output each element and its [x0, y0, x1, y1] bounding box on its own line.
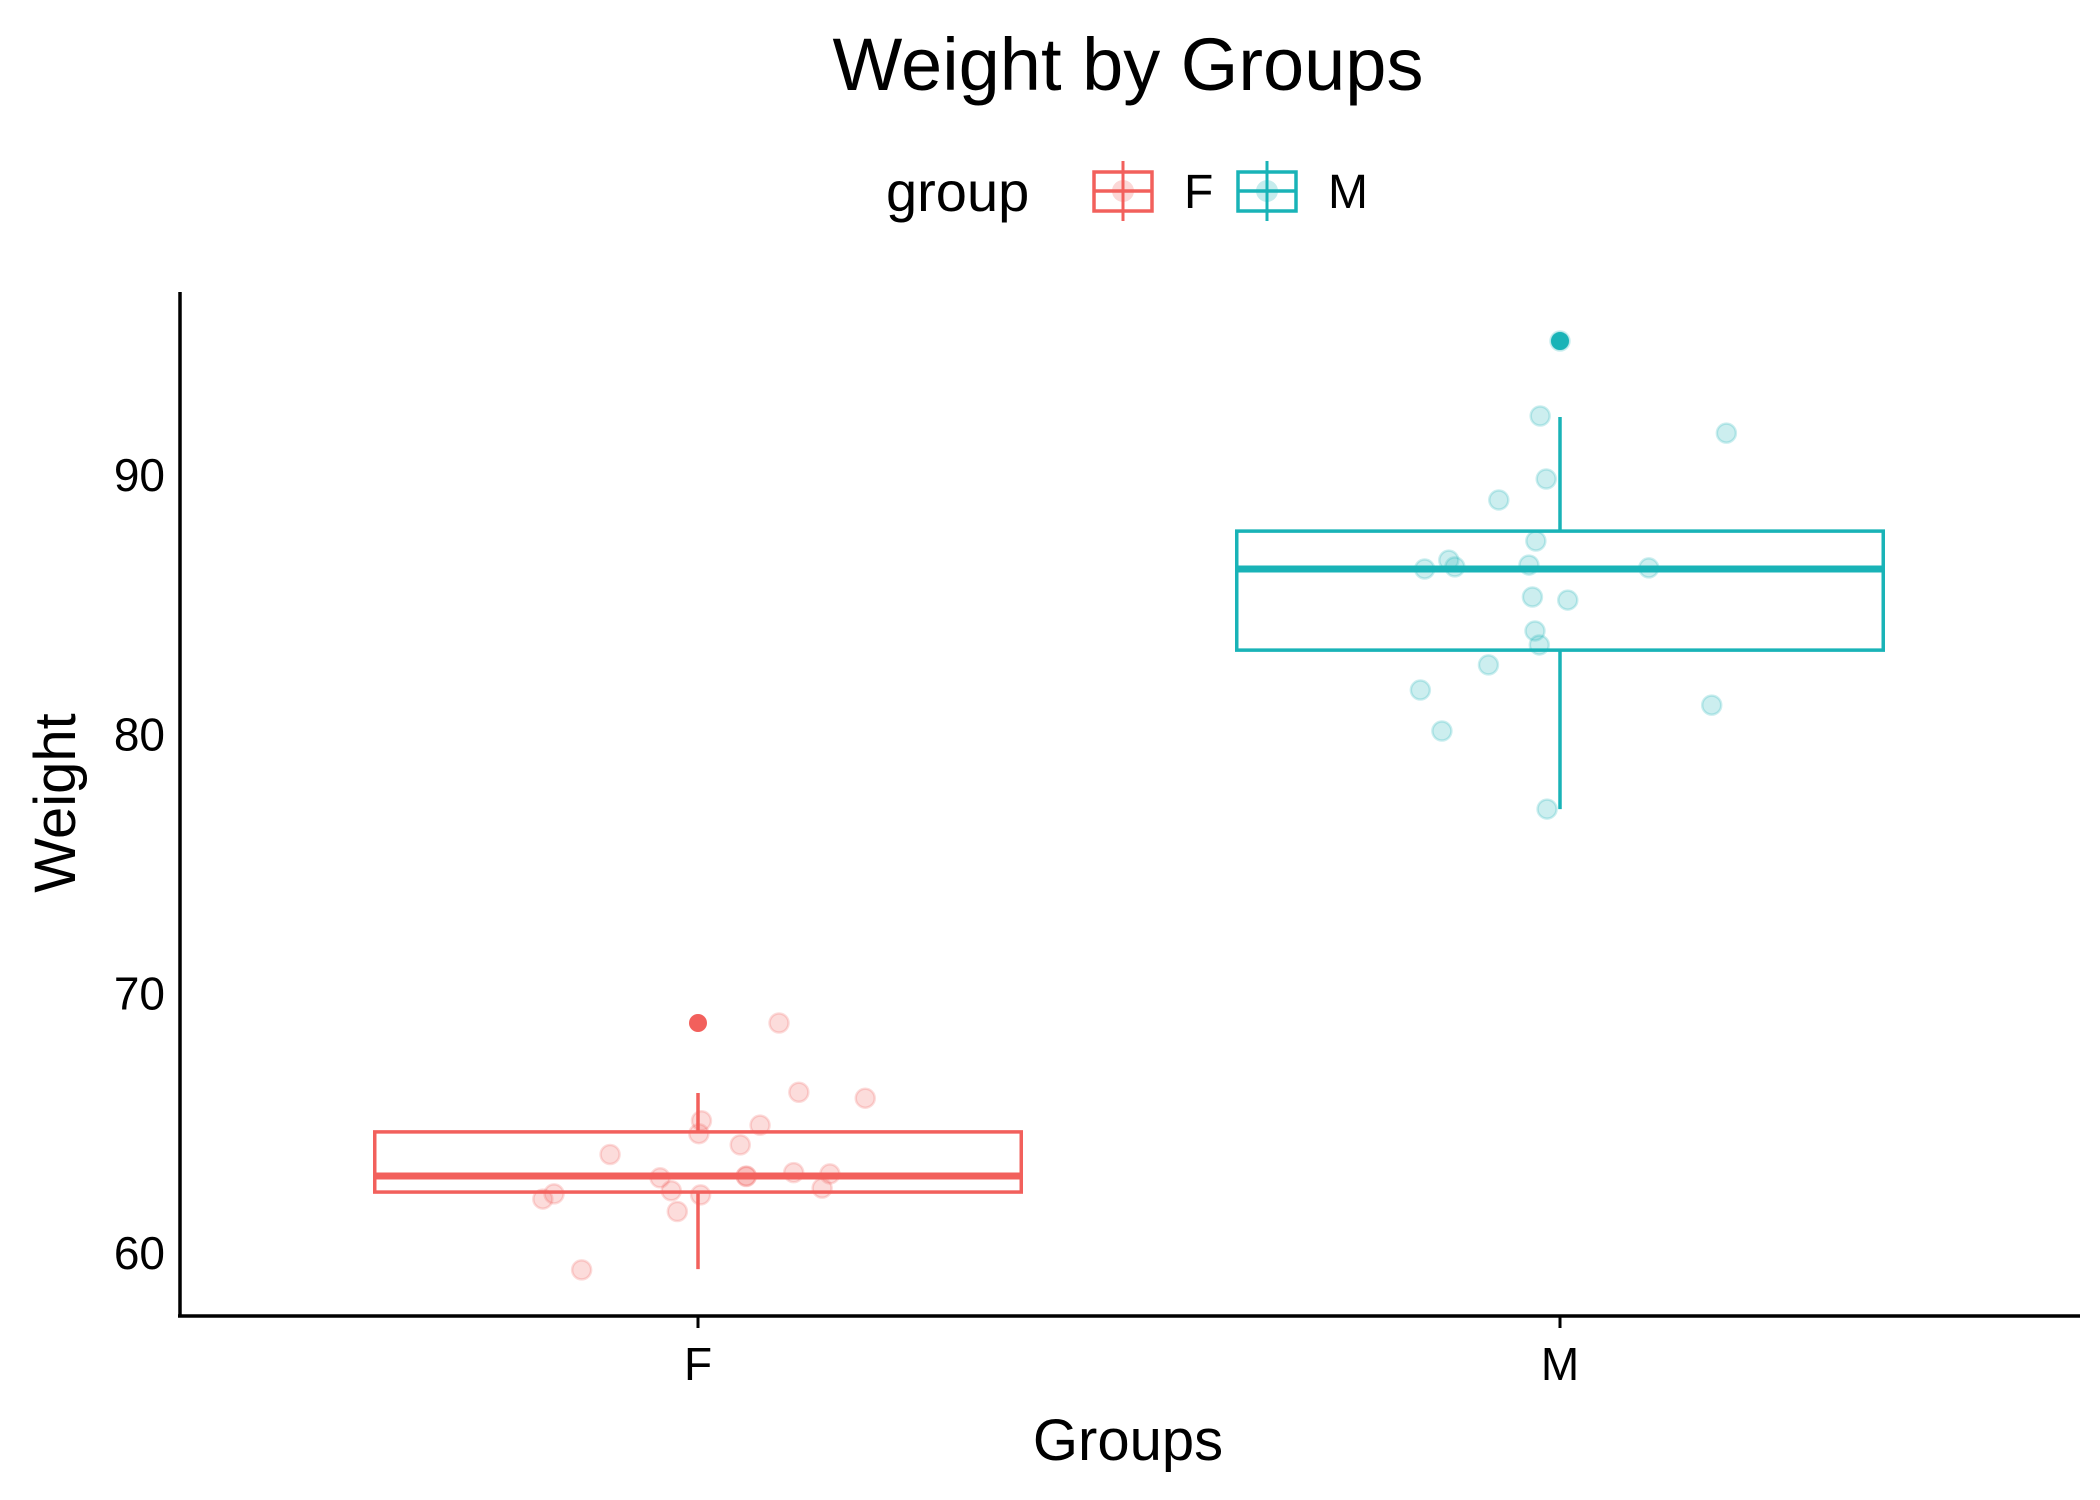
data-point-m [1536, 798, 1558, 820]
y-tick-label: 70 [114, 968, 165, 1020]
chart-title: Weight by Groups [833, 23, 1424, 106]
data-point-m [1535, 468, 1557, 490]
data-point-f [543, 1183, 565, 1205]
box-f [373, 1014, 1023, 1270]
plot-area [373, 330, 1885, 1281]
data-point-f [854, 1087, 876, 1109]
y-axis-ticks: 60 70 80 90 [114, 449, 165, 1279]
data-point-f [599, 1143, 621, 1166]
x-tick-label: M [1541, 1338, 1579, 1390]
data-point-f [689, 1184, 712, 1206]
data-point-f [666, 1200, 689, 1223]
data-point-m [1488, 489, 1510, 511]
outlier-point [689, 1014, 707, 1033]
points-layer [532, 330, 1738, 1281]
iqr-box [1235, 529, 1885, 652]
legend-entry-m: M [1236, 161, 1368, 221]
data-point-f [729, 1134, 751, 1156]
data-point-f [768, 1012, 790, 1034]
data-point-f [811, 1177, 833, 1199]
x-axis-title: Groups [1033, 1408, 1223, 1473]
data-point-m [1700, 694, 1723, 716]
data-point-m [1525, 530, 1547, 552]
data-point-f [749, 1114, 771, 1136]
data-point-f [532, 1188, 554, 1210]
data-point-m [1715, 422, 1738, 444]
data-point-m [1477, 654, 1500, 676]
x-tick-label: F [684, 1338, 712, 1390]
iqr-box [373, 1130, 1023, 1194]
boxes-layer [373, 332, 1885, 1270]
data-point-f [570, 1259, 593, 1281]
y-axis-title: Weight [23, 713, 88, 892]
data-point-m [1431, 720, 1453, 742]
data-point-m [1557, 589, 1579, 611]
y-tick-label: 60 [114, 1227, 165, 1279]
legend-label: F [1184, 166, 1213, 219]
data-point-f [788, 1081, 810, 1103]
y-tick-label: 90 [114, 449, 165, 501]
data-point-m [1521, 586, 1544, 608]
box-m [1235, 332, 1885, 810]
data-point-m [1524, 620, 1546, 642]
legend-label: M [1328, 166, 1368, 219]
outlier-point [1551, 332, 1569, 351]
legend-entry-f: F [1092, 161, 1213, 221]
data-point-m [1409, 679, 1432, 701]
y-tick-label: 80 [114, 708, 165, 760]
legend-title: group [886, 160, 1029, 223]
data-point-m [1529, 405, 1551, 427]
